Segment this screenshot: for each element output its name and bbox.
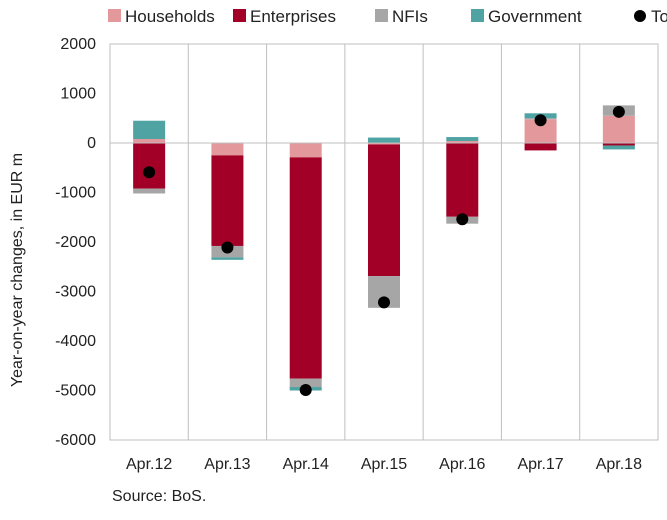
bar-segment-enterprises [524, 143, 557, 151]
bar-segment-enterprises [211, 155, 244, 246]
legend-swatch-government [471, 9, 484, 22]
x-tick-label: Apr.16 [439, 456, 485, 473]
legend-swatch-households [108, 9, 121, 22]
source-note: Source: BoS. [112, 488, 207, 505]
bar-segment-enterprises [368, 144, 400, 277]
legend-label-nfis: NFIs [392, 7, 428, 26]
bar-segment-enterprises [446, 143, 479, 217]
total-point [456, 213, 469, 226]
y-tick-label: -2000 [55, 234, 96, 251]
y-tick-label: -3000 [55, 284, 96, 301]
total-point [534, 114, 547, 127]
bar-segment-households [524, 119, 557, 143]
x-tick-label: Apr.15 [361, 456, 407, 473]
total-point [299, 384, 312, 397]
x-tick-label: Apr.12 [126, 456, 172, 473]
bar-segment-households [446, 141, 479, 143]
bar-segment-households [133, 139, 166, 143]
total-point [221, 241, 234, 254]
y-axis-title: Year-on-year changes, in EUR m [9, 153, 26, 387]
x-tick-label: Apr.18 [596, 456, 642, 473]
x-tick-label: Apr.14 [283, 456, 329, 473]
bar-segment-enterprises [133, 143, 166, 189]
y-tick-label: 2000 [60, 36, 96, 53]
bar-segment-households [368, 143, 400, 145]
legend: Households Enterprises NFIs Government Total [108, 7, 667, 26]
y-tick-label: 1000 [60, 86, 96, 103]
x-tick-label: Apr.13 [204, 456, 250, 473]
legend-swatch-total [634, 10, 646, 22]
y-tick-label: -6000 [55, 432, 96, 449]
bar-segment-government [368, 137, 400, 143]
y-tick-label: -4000 [55, 333, 96, 350]
bar-segment-government [133, 120, 166, 140]
legend-label-households: Households [125, 7, 215, 26]
bar-segment-government [446, 137, 479, 142]
plot-area: 2000 1000 0 -1000 -2000 -3000 -4000 -5000 -6000 A… [55, 36, 659, 473]
x-tick-label: Apr.17 [517, 456, 563, 473]
bar-segment-households [602, 115, 635, 143]
y-tick-label: -1000 [55, 185, 96, 202]
bar-segment-enterprises [602, 143, 635, 146]
legend-label-total: Total [651, 7, 667, 26]
y-tick-label: 0 [87, 135, 96, 152]
total-point [143, 166, 156, 179]
total-point [612, 105, 625, 118]
legend-swatch-nfis [375, 9, 388, 22]
plot-frame [109, 43, 659, 441]
bar-segment-nfis [289, 378, 322, 388]
bar-segment-enterprises [289, 157, 322, 379]
total-point [378, 296, 390, 309]
bar-segment-households [289, 143, 322, 158]
bar-segment-government [602, 145, 635, 150]
legend-label-government: Government [488, 7, 582, 26]
bar-segment-households [211, 143, 244, 156]
bar-segment-government [211, 257, 244, 260]
y-tick-label: -5000 [55, 383, 96, 400]
legend-label-enterprises: Enterprises [250, 7, 336, 26]
legend-swatch-enterprises [233, 9, 246, 22]
bar-segment-nfis [133, 188, 166, 194]
